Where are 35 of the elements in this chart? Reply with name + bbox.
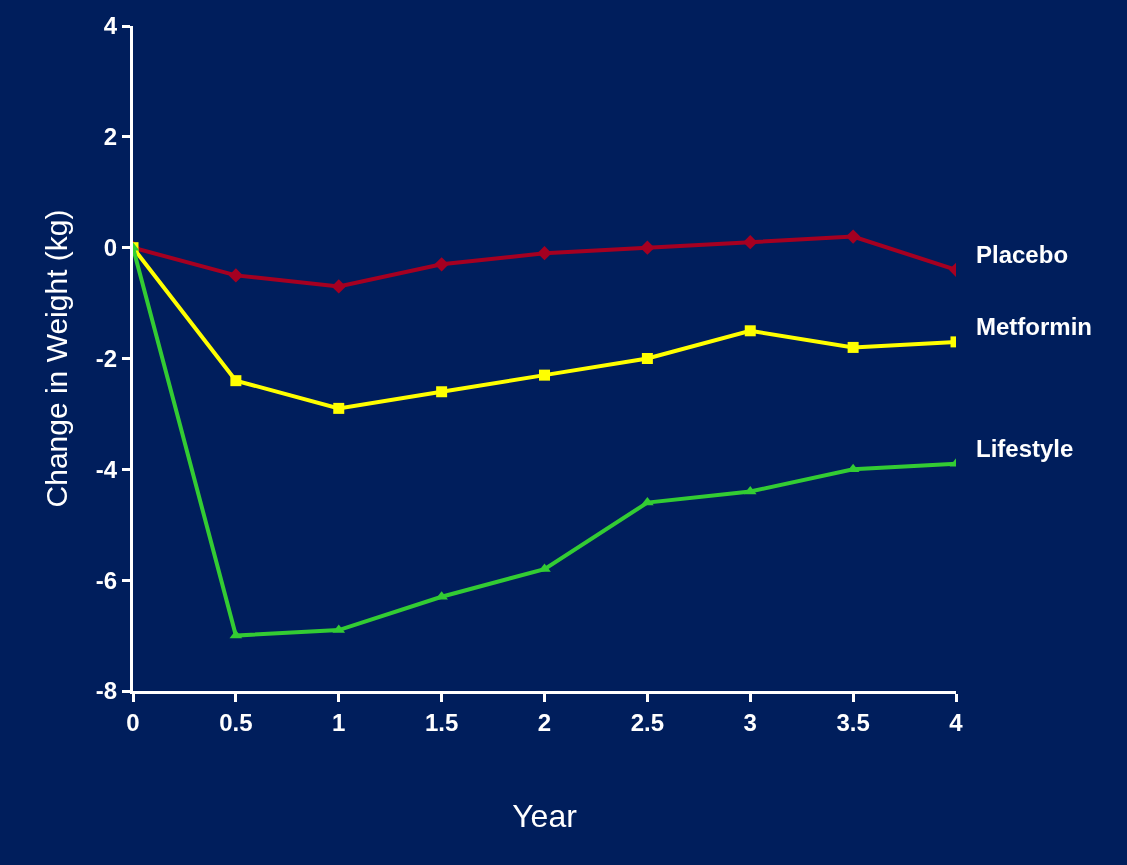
y-tick-label: 4 — [103, 12, 118, 40]
x-tick-label: 2.5 — [630, 708, 665, 736]
point — [434, 257, 449, 272]
series-label: Placebo — [976, 241, 1069, 268]
y-tick-label: -8 — [95, 677, 118, 705]
x-tick-label: 2 — [537, 708, 552, 736]
point — [436, 386, 448, 398]
point — [744, 325, 756, 337]
point — [537, 246, 552, 261]
point — [539, 369, 550, 381]
x-axis-title: Year — [512, 797, 578, 834]
x-tick-label: 0 — [126, 708, 140, 736]
point — [333, 402, 345, 414]
x-tick-label: 3.5 — [836, 708, 870, 736]
point — [230, 375, 242, 387]
y-tick-label: 2 — [103, 123, 118, 151]
y-tick-label: -6 — [95, 566, 118, 594]
point — [640, 240, 655, 255]
point — [331, 279, 346, 294]
y-tick-label: 0 — [103, 234, 118, 262]
y-tick-label: -2 — [95, 344, 118, 372]
series-label: Lifestyle — [976, 435, 1074, 462]
x-tick-label: 1 — [332, 708, 346, 736]
x-tick-label: 4 — [949, 708, 964, 736]
x-tick-label: 0.5 — [219, 708, 253, 736]
y-axis-title: Change in Weight (kg) — [39, 209, 73, 508]
series-label: Metformin — [976, 313, 1092, 340]
x-tick-label: 1.5 — [424, 708, 459, 736]
point — [228, 268, 244, 283]
point — [743, 234, 758, 250]
point — [641, 353, 653, 364]
point — [845, 229, 861, 244]
point — [847, 341, 859, 353]
x-tick-label: 3 — [743, 708, 757, 736]
y-tick-label: -4 — [95, 455, 118, 483]
